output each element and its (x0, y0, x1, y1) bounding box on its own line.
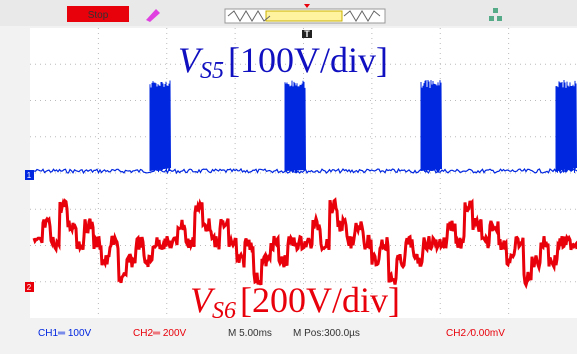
ch1-pulse (421, 80, 442, 173)
net-icon (493, 8, 498, 13)
ch2-setting: CH2═ 200V (133, 328, 187, 339)
page: Stop T 1 2 VS5[100V/div] VS6[200V/div] C… (0, 0, 577, 354)
subscript: S6 (212, 298, 236, 324)
scale: [100V/div] (228, 40, 388, 80)
stop-label: Stop (88, 10, 109, 21)
trigger-marker: T (304, 29, 310, 39)
ch1-pulse (556, 80, 577, 173)
scale: [200V/div] (240, 280, 400, 320)
memory-window (266, 11, 342, 21)
net-icon (489, 16, 494, 21)
position: M Pos:300.0µs (293, 328, 360, 339)
timebase: M 5.00ms (228, 328, 272, 339)
ch1-marker: 1 (27, 171, 32, 180)
ch1-pulse (150, 81, 171, 173)
net-icon (497, 16, 502, 21)
oscilloscope: Stop T 1 2 VS5[100V/div] VS6[200V/div] C… (0, 0, 577, 354)
ch2-marker: 2 (27, 283, 32, 292)
ch1-setting: CH1═ 100V (38, 328, 92, 339)
ch1-pulse (285, 81, 306, 173)
trigger-setting: CH2 ∕0.00mV (446, 328, 505, 339)
subscript: S5 (200, 58, 224, 84)
